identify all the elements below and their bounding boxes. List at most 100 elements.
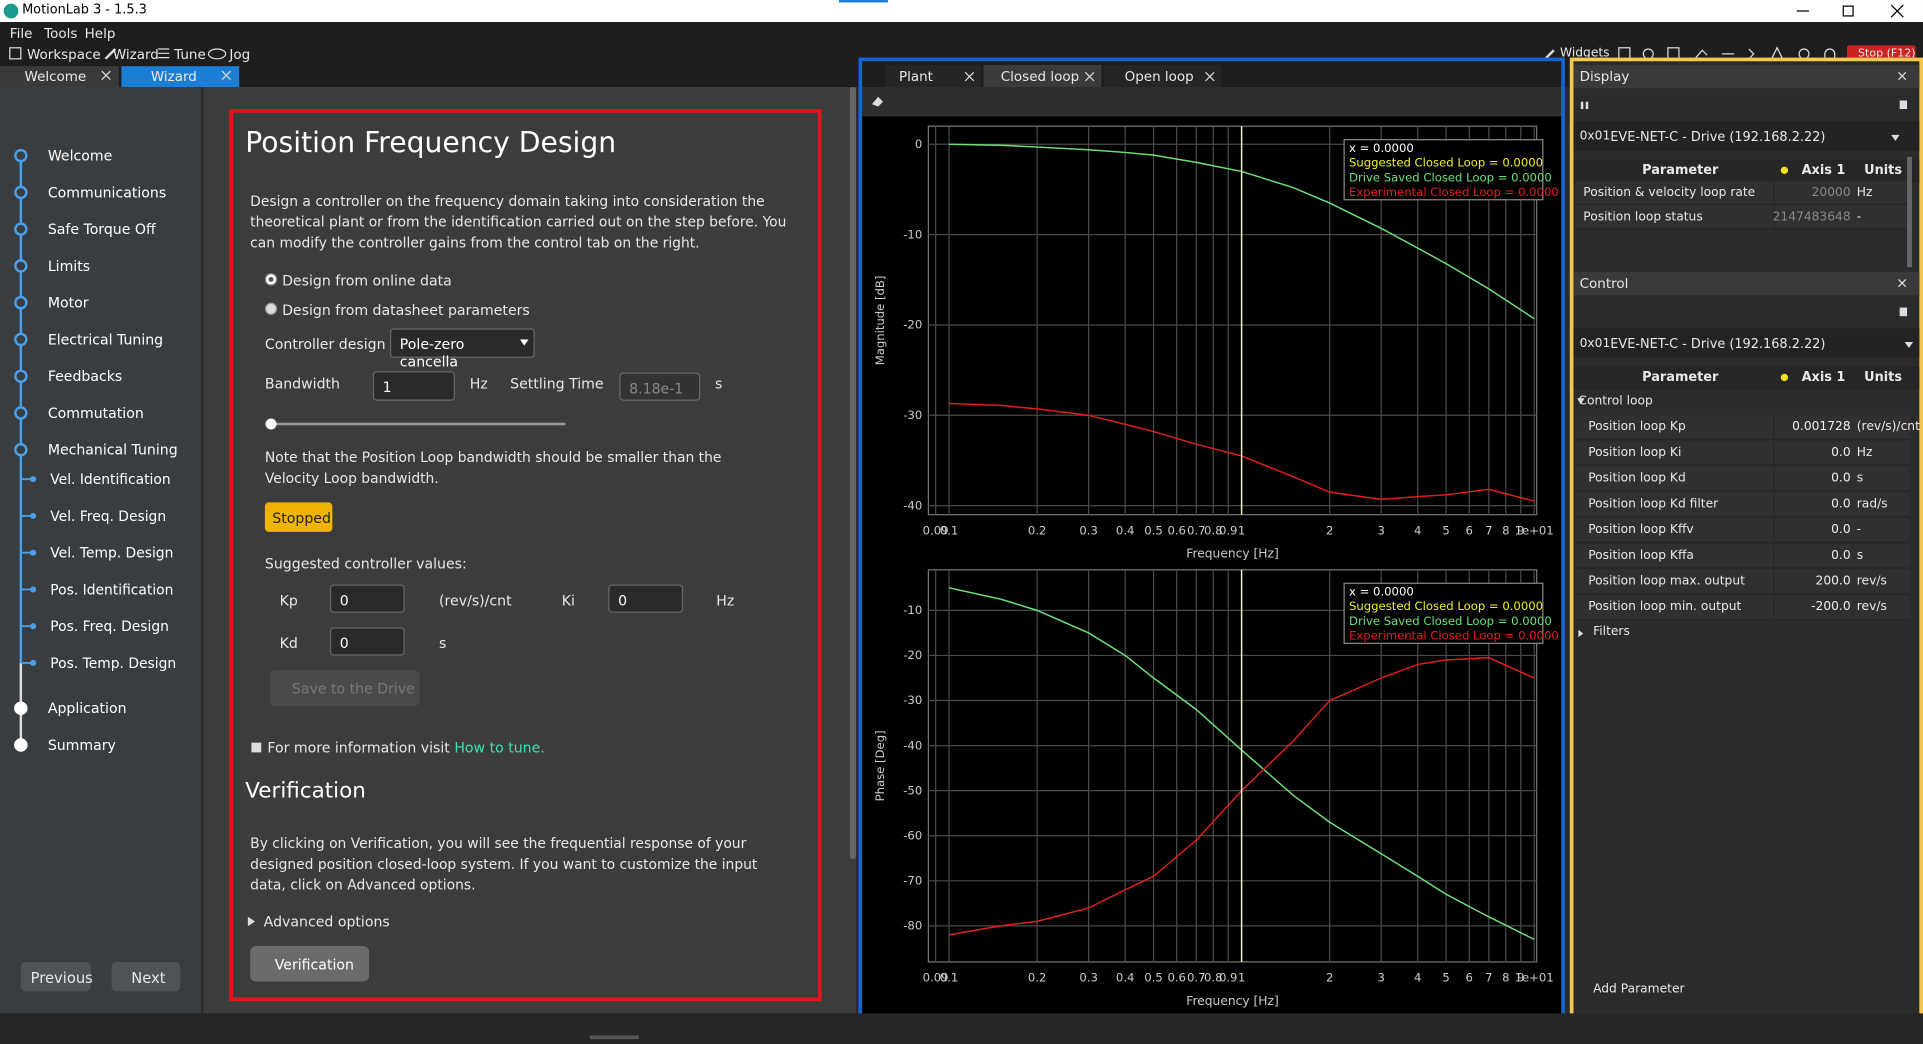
step-label[interactable]: Mechanical Tuning [48,443,178,459]
tree-arrows[interactable] [1577,397,1589,642]
plot-tab[interactable] [885,64,982,88]
x-tick-label: 3 [1377,971,1384,985]
parameter-value[interactable]: 0.0 [1831,497,1851,511]
step-label[interactable]: Feedbacks [48,369,122,385]
device-row [1573,121,1920,151]
step-label[interactable]: Safe Torque Off [48,222,156,238]
menu-item[interactable]: Tools [44,25,78,42]
parameter-name: Position loop Kffv [1588,523,1694,537]
step-label[interactable]: Application [48,701,127,717]
table-row [1575,181,1910,205]
legend-entry: Suggested Closed Loop = 0.0000 [1349,156,1543,170]
advanced-options[interactable]: Advanced options [263,912,390,931]
bandwidth-slider[interactable] [262,415,569,432]
parameter-name: Position loop Ki [1588,446,1682,460]
menu-item[interactable]: File [9,25,33,42]
status-bar [0,1013,1923,1044]
plot-frame [927,569,1538,963]
save-button[interactable] [269,670,420,706]
parameter-value[interactable]: -200.0 [1811,600,1851,614]
group-row[interactable]: Filters [1593,624,1630,639]
parameter-value[interactable]: 0.0 [1831,548,1851,563]
gain-input[interactable]: 0 [608,584,684,613]
table-cell-divider [1773,205,1775,230]
step-label[interactable]: Limits [48,259,90,275]
x-tick-label: 0.5 [1144,523,1163,537]
tab-close-icons[interactable] [101,70,236,82]
table-row [1575,492,1910,518]
step-label[interactable]: Motor [48,296,89,312]
parameter-value[interactable]: 200.0 [1815,574,1851,589]
gain-input[interactable]: 0 [329,627,405,656]
parameter-value[interactable]: 0.0 [1831,523,1851,537]
step-label[interactable]: Communications [48,185,166,201]
step-label[interactable]: Pos. Freq. Design [50,619,169,635]
add-parameter[interactable]: Add Parameter [1593,982,1685,997]
step-label[interactable]: Pos. Temp. Design [50,656,176,672]
x-tick-label: 0.9 [1219,523,1238,537]
scrollbar[interactable] [849,87,857,860]
y-tick-label: -50 [903,783,922,797]
x-tick-label: 4 [1414,523,1421,537]
parameter-value[interactable]: 0.0 [1831,471,1851,486]
table-cell-divider [1773,492,1775,518]
step-marker [14,701,28,716]
tab[interactable] [0,66,119,88]
window-controls[interactable] [1784,2,1919,19]
expand-arrow[interactable] [247,916,258,927]
step-label[interactable]: Electrical Tuning [48,332,163,348]
y-tick-label: -40 [903,738,922,752]
menu-item[interactable]: Help [84,25,116,42]
step-label[interactable]: Pos. Identification [50,582,173,598]
gain-input[interactable]: 0 [329,584,405,613]
step-label[interactable]: Welcome [48,149,112,165]
device-name[interactable]: EVE-NET-C - Drive (192.168.2.22) [1610,336,1826,352]
step-label[interactable]: Summary [48,738,116,754]
column-label: Units [1864,162,1902,178]
plot-tab-active[interactable] [983,64,1102,88]
radio-label[interactable]: Design from datasheet parameters [282,301,530,319]
device-dropdown[interactable] [1904,341,1915,349]
axis-dot [1780,373,1789,382]
previous-button[interactable] [20,961,91,992]
eraser-icon[interactable] [871,96,884,108]
toolbar-button[interactable]: Tune [174,46,206,63]
step-label[interactable]: Vel. Temp. Design [50,546,173,562]
toolbar-button[interactable]: Workspace [26,46,101,63]
info-link[interactable]: How to tune. [454,738,545,757]
step-label[interactable]: Vel. Identification [50,472,170,488]
table-row [1575,466,1910,492]
widgets-button[interactable]: Widgets [1559,46,1610,61]
toolbar-button[interactable]: Wizard [112,46,159,63]
settling-input: 8.18e-1 [619,372,701,401]
device-dropdown[interactable] [1891,134,1901,142]
step-dot [30,659,37,667]
verification-button[interactable] [250,946,370,982]
x-tick-label: 2 [1326,523,1333,537]
parameter-unit: rad/s [1856,497,1888,511]
panel-icons[interactable] [1573,65,1919,139]
tab-active[interactable] [121,66,240,88]
radio-label[interactable]: Design from online data [282,272,452,290]
toolbar-button[interactable]: Jog [229,46,251,63]
device-name[interactable]: EVE-NET-C - Drive (192.168.2.22) [1610,129,1826,145]
column-label: Axis 1 [1801,162,1846,178]
note-text: Note that the Position Loop bandwidth sh… [264,449,722,487]
next-button[interactable] [111,961,181,992]
step-dot [30,512,37,519]
column-header [1573,159,1920,183]
parameter-unit: Hz [1856,186,1873,200]
panel-icons[interactable] [1573,272,1919,346]
step-marker [14,332,28,347]
plot-tab-close-icons[interactable] [964,71,1222,83]
parameter-value[interactable]: 0.0 [1831,446,1851,460]
plot-tab[interactable] [1103,64,1222,88]
parameter-value: 2147483648 [1772,210,1851,225]
controller-select[interactable]: Pole-zero cancella [389,328,535,370]
step-label[interactable]: Commutation [48,406,144,422]
bandwidth-input[interactable]: 1 [372,371,455,401]
parameter-value[interactable]: 0.001728 [1792,420,1851,434]
group-row[interactable]: Control loop [1578,394,1653,409]
step-label[interactable]: Vel. Freq. Design [50,509,166,525]
radio-buttons[interactable] [264,272,279,316]
